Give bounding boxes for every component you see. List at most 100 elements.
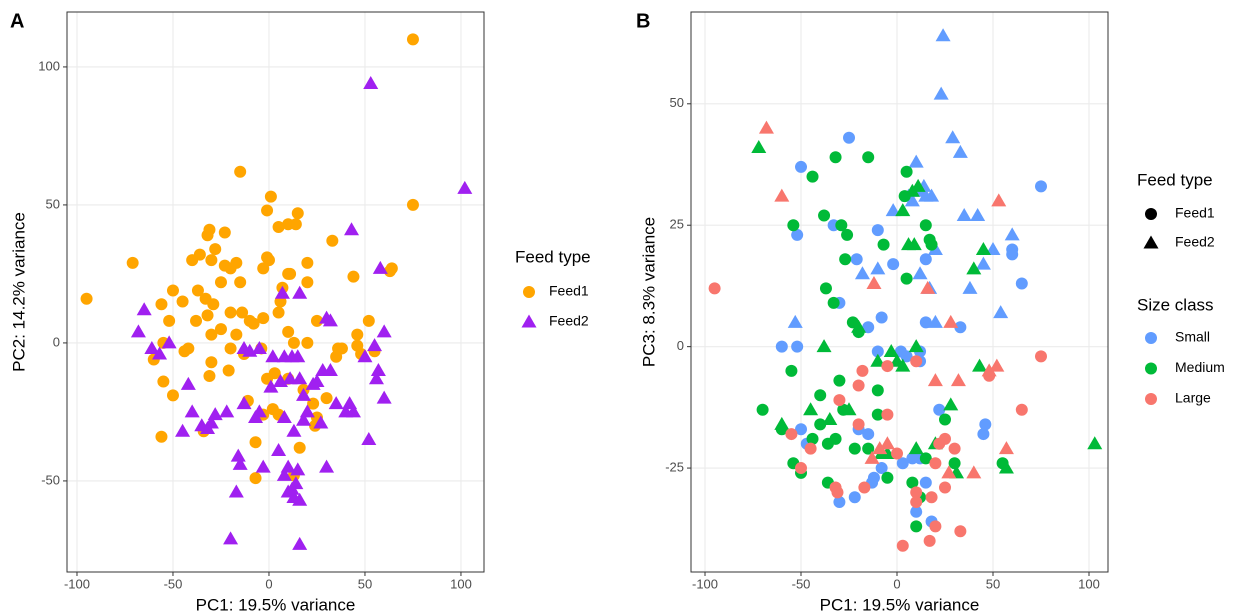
point (274, 285, 290, 299)
point (320, 392, 333, 405)
point (155, 298, 168, 311)
legend-label: Feed2 (1175, 234, 1215, 250)
y-axis-title: PC3: 8.3% variance (639, 217, 658, 367)
y-tick-label: -50 (41, 472, 60, 487)
point (163, 314, 176, 327)
point (919, 253, 932, 266)
point (205, 328, 218, 341)
point (896, 457, 909, 470)
point (895, 203, 911, 217)
point (276, 409, 292, 423)
point (975, 256, 991, 270)
point (236, 396, 252, 410)
point (875, 462, 888, 475)
point (271, 443, 287, 457)
point (255, 459, 271, 473)
point (251, 340, 267, 354)
point (222, 364, 235, 377)
point (919, 476, 932, 489)
point (292, 285, 308, 299)
point (319, 459, 335, 473)
point (818, 209, 831, 222)
point (933, 437, 946, 450)
point (841, 402, 857, 416)
point (266, 403, 279, 416)
panel-label: A (10, 10, 24, 32)
point (871, 408, 884, 421)
point (322, 363, 338, 377)
x-axis-title: PC1: 19.5% variance (196, 595, 356, 614)
point (900, 272, 913, 285)
point (806, 432, 819, 445)
point (203, 370, 216, 383)
point (927, 373, 943, 387)
point (157, 375, 170, 388)
point (288, 476, 304, 490)
point (175, 423, 191, 437)
point (214, 323, 227, 336)
point (935, 28, 951, 42)
legend-key (1143, 235, 1159, 249)
point (804, 442, 817, 455)
point (224, 306, 237, 319)
point (933, 86, 949, 100)
point (833, 496, 846, 509)
point (287, 336, 300, 349)
point (344, 222, 360, 236)
point (977, 428, 990, 441)
point (230, 448, 246, 462)
point (875, 311, 888, 324)
point (293, 441, 306, 454)
point (751, 140, 767, 154)
point (292, 536, 308, 550)
point (184, 404, 200, 418)
point (816, 339, 832, 353)
legend-label: Small (1175, 329, 1210, 345)
point (993, 305, 1009, 319)
point (257, 312, 270, 325)
point (848, 491, 861, 504)
point (276, 467, 292, 481)
point (1015, 277, 1028, 290)
x-tick-label: 100 (1078, 576, 1100, 591)
point (870, 261, 886, 275)
point (835, 219, 848, 232)
point (910, 496, 923, 509)
point (296, 387, 312, 401)
legend-key (523, 286, 535, 298)
point (264, 190, 277, 203)
point (827, 296, 840, 309)
point (201, 229, 214, 242)
point (948, 457, 961, 470)
point (265, 349, 281, 363)
point (910, 520, 923, 533)
point (839, 253, 852, 266)
point (962, 280, 978, 294)
point (361, 432, 377, 446)
point (203, 415, 219, 429)
y-tick-label: 0 (53, 334, 60, 349)
point (383, 265, 396, 278)
point (829, 151, 842, 164)
point (795, 423, 808, 436)
plot-background (67, 12, 484, 572)
point (862, 321, 875, 334)
point (822, 411, 838, 425)
point (806, 170, 819, 183)
point (894, 345, 907, 358)
point (910, 355, 923, 368)
point (939, 481, 952, 494)
plot-border (690, 11, 1109, 573)
legend-key (1145, 362, 1157, 375)
y-tick-label: 50 (670, 95, 684, 110)
point (756, 403, 769, 416)
point (858, 481, 871, 494)
point (130, 324, 146, 338)
point (950, 373, 966, 387)
x-tick-label: -100 (64, 576, 90, 591)
point (856, 364, 869, 377)
point (296, 412, 312, 426)
y-tick-label: 25 (670, 217, 684, 232)
legend-key (521, 314, 537, 328)
point (205, 254, 218, 267)
